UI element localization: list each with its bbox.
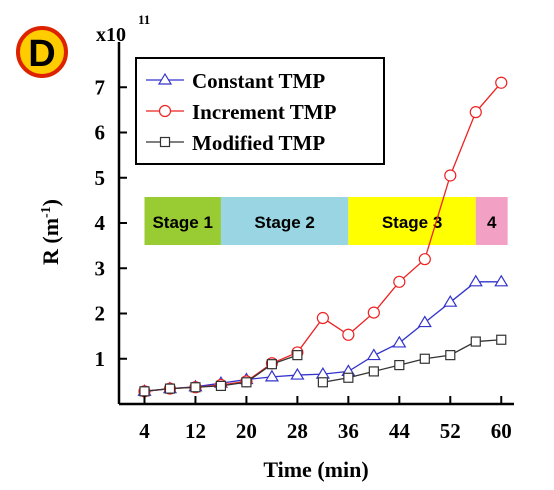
point-constant-tmp bbox=[264, 369, 279, 382]
x-tick-label: 44 bbox=[389, 419, 411, 443]
panel-label: D bbox=[28, 33, 55, 75]
legend-marker bbox=[157, 72, 173, 85]
point-constant-tmp bbox=[468, 274, 483, 287]
point-increment-tmp bbox=[367, 306, 380, 319]
legend-label: Modified TMP bbox=[192, 131, 325, 155]
y-tick-label: 3 bbox=[95, 256, 106, 280]
x-tick-label: 20 bbox=[236, 419, 257, 443]
x-tick-label: 36 bbox=[338, 419, 359, 443]
point-modified-tmp bbox=[394, 359, 405, 371]
point-modified-tmp bbox=[368, 366, 379, 377]
point-increment-tmp bbox=[342, 328, 355, 341]
series-layer bbox=[137, 76, 509, 398]
point-modified-tmp bbox=[343, 372, 354, 383]
point-constant-tmp bbox=[290, 367, 305, 380]
point-increment-tmp bbox=[418, 253, 431, 266]
stage-label-4: 4 bbox=[487, 213, 497, 232]
legend-label: Increment TMP bbox=[192, 100, 337, 124]
point-modified-tmp bbox=[317, 377, 328, 388]
point-modified-tmp bbox=[139, 386, 150, 397]
legend-item-increment-tmp: Increment TMP bbox=[146, 100, 337, 124]
point-constant-tmp bbox=[494, 274, 509, 287]
stage-bands: Stage 1 Stage 2 Stage 3 4 bbox=[144, 197, 508, 245]
point-modified-tmp bbox=[419, 353, 430, 364]
point-modified-tmp bbox=[470, 336, 481, 347]
x-axis-label: Time (min) bbox=[263, 457, 368, 482]
y-tick-label: 1 bbox=[95, 347, 106, 371]
legend-item-constant-tmp: Constant TMP bbox=[146, 69, 325, 93]
point-increment-tmp bbox=[444, 169, 457, 182]
stage-band-4 bbox=[475, 197, 508, 245]
panel-badge-circle bbox=[16, 26, 68, 78]
point-increment-tmp bbox=[393, 275, 406, 288]
point-increment-tmp bbox=[469, 106, 482, 119]
stage-label-2: Stage 2 bbox=[254, 213, 314, 232]
point-modified-tmp bbox=[241, 377, 252, 388]
scale-label: x10 bbox=[96, 24, 126, 46]
point-increment-tmp bbox=[495, 76, 508, 89]
stage-band-2 bbox=[220, 197, 349, 245]
stage-band-1 bbox=[144, 197, 221, 245]
legend: Constant TMP Increment TMP Modified TMP bbox=[135, 57, 385, 165]
point-modified-tmp bbox=[190, 382, 201, 393]
panel-badge: D bbox=[16, 26, 68, 78]
point-modified-tmp bbox=[496, 334, 507, 345]
series-modified-tmp bbox=[139, 334, 507, 397]
legend-item-modified-tmp: Modified TMP bbox=[146, 131, 325, 155]
point-constant-tmp bbox=[366, 348, 381, 361]
point-modified-tmp bbox=[445, 350, 456, 361]
y-axis-label: R (m-1) bbox=[38, 199, 63, 265]
legend-label: Constant TMP bbox=[192, 69, 325, 93]
point-modified-tmp bbox=[164, 383, 176, 394]
legend-marker bbox=[158, 104, 172, 118]
y-tick-label: 6 bbox=[95, 121, 106, 145]
y-tick-label: 7 bbox=[95, 75, 106, 99]
point-increment-tmp bbox=[316, 311, 329, 325]
point-constant-tmp bbox=[417, 315, 432, 328]
y-tick-label: 5 bbox=[95, 166, 106, 190]
stage-label-1: Stage 1 bbox=[152, 213, 212, 232]
stage-label-3: Stage 3 bbox=[382, 213, 442, 232]
point-constant-tmp bbox=[443, 295, 458, 307]
x-tick-label: 60 bbox=[491, 419, 512, 443]
y-axis-label-exponent: -1 bbox=[39, 206, 54, 218]
point-modified-tmp bbox=[266, 359, 278, 370]
x-tick-label: 28 bbox=[287, 419, 308, 443]
stage-band-3 bbox=[348, 197, 476, 245]
y-tick-label: 4 bbox=[95, 211, 106, 235]
x-tick-label: 52 bbox=[440, 419, 461, 443]
x-tick-label: 4 bbox=[139, 419, 150, 443]
x-tick-label: 12 bbox=[185, 419, 206, 443]
legend-marker bbox=[159, 136, 171, 148]
y-tick-label: 2 bbox=[95, 302, 106, 326]
scale-exponent: 11 bbox=[138, 12, 150, 27]
y-axis-label-close: ) bbox=[38, 199, 63, 206]
point-modified-tmp bbox=[215, 380, 227, 391]
y-axis-label-main: R (m bbox=[38, 218, 63, 265]
point-modified-tmp bbox=[292, 350, 303, 361]
point-constant-tmp bbox=[392, 335, 407, 348]
